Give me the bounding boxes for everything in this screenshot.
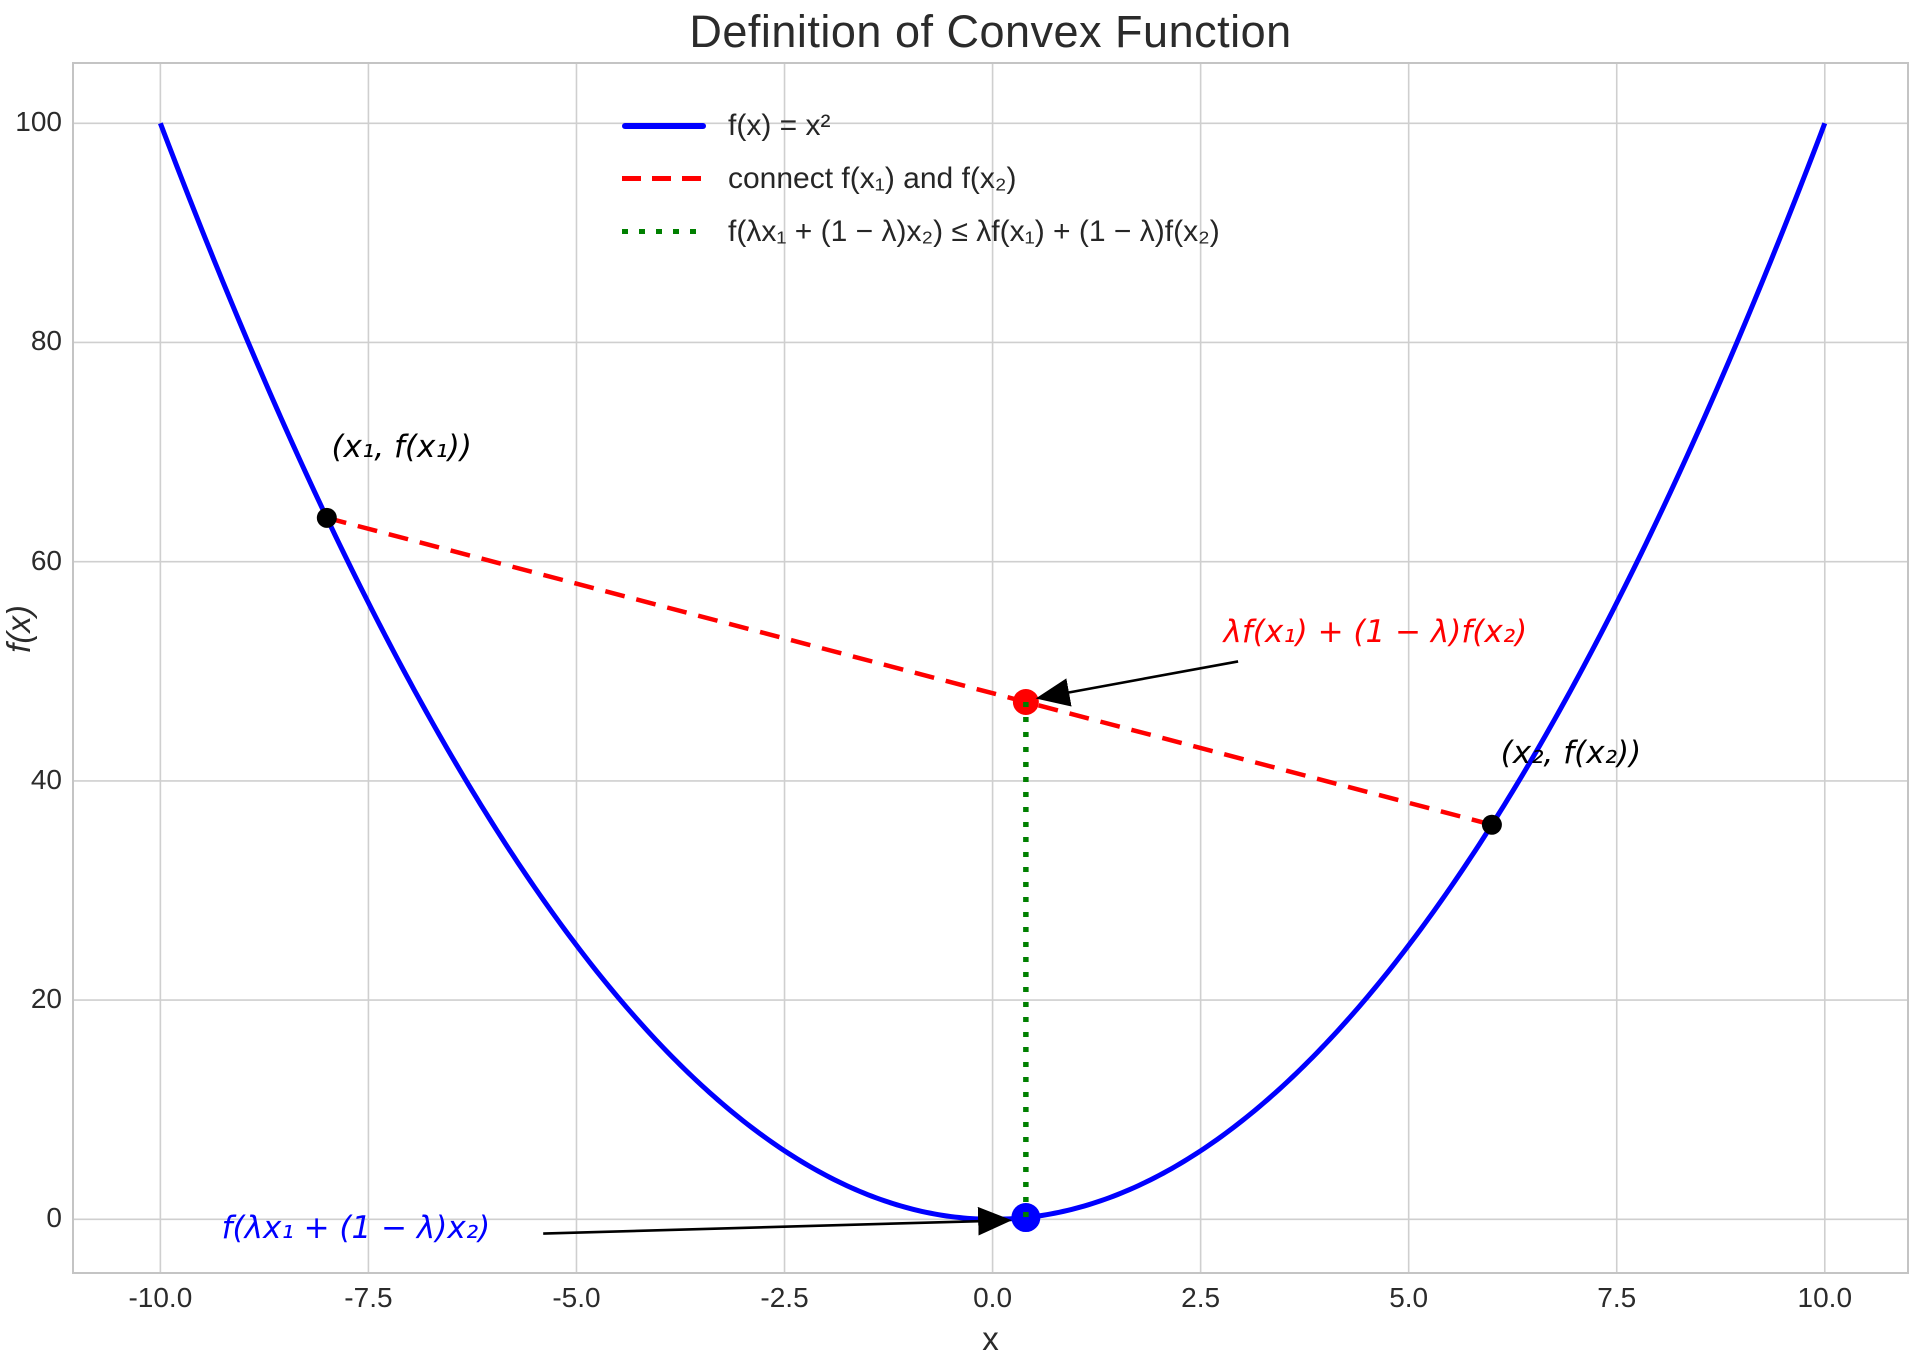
legend-label: f(x) = x² <box>728 108 831 142</box>
x-tick-label: 2.5 <box>1181 1282 1221 1313</box>
point-x2 <box>1481 814 1502 835</box>
x-tick-label: 0.0 <box>973 1282 1013 1313</box>
y-tick-label: 40 <box>30 763 62 795</box>
y-tick-label: 60 <box>30 544 62 576</box>
x-axis-label: x <box>982 1320 999 1357</box>
label-curve-value: f(λx₁ + (1 − λ)x₂) <box>221 1210 491 1247</box>
y-tick-label: 0 <box>46 1202 62 1234</box>
legend-line-dotted-icon <box>622 229 706 234</box>
x-tick-label: -5.0 <box>552 1282 601 1313</box>
legend-line-dashed-icon <box>622 176 706 181</box>
annotation-arrows <box>543 660 1239 1236</box>
y-tick-label: 80 <box>30 325 62 357</box>
x-tick-label: -10.0 <box>128 1282 193 1313</box>
x-tick-label: -2.5 <box>760 1282 809 1313</box>
point-x1 <box>316 507 337 528</box>
x-tick-label: 5.0 <box>1389 1282 1429 1313</box>
x-tick-label: 7.5 <box>1597 1282 1637 1313</box>
legend-item-inequality: f(λx₁ + (1 − λ)x₂) ≤ λf(x₁) + (1 − λ)f(x… <box>622 205 1220 258</box>
legend-label: f(λx₁ + (1 − λ)x₂) ≤ λf(x₁) + (1 − λ)f(x… <box>728 214 1220 248</box>
y-axis-label: f(x) <box>0 605 37 653</box>
legend-item-curve: f(x) = x² <box>622 99 1220 152</box>
legend: f(x) = x² connect f(x₁) and f(x₂) f(λx₁ … <box>622 99 1220 258</box>
legend-line-solid-icon <box>622 122 706 129</box>
x-tick-label: -7.5 <box>344 1282 393 1313</box>
legend-item-chord: connect f(x₁) and f(x₂) <box>622 152 1220 205</box>
data-points <box>316 507 1502 1233</box>
label-x1: (x₁, f(x₁)) <box>331 428 472 465</box>
y-tick-label: 100 <box>15 106 62 138</box>
label-x2: (x₂, f(x₂)) <box>1500 735 1642 772</box>
y-tick-label: 20 <box>30 983 62 1015</box>
label-chord-value: λf(x₁) + (1 − λ)f(x₂) <box>1223 613 1528 650</box>
point-curve <box>1011 1203 1041 1233</box>
chart-title: Definition of Convex Function <box>689 6 1292 57</box>
legend-label: connect f(x₁) and f(x₂) <box>728 161 1017 195</box>
x-tick-label: 10.0 <box>1797 1282 1853 1313</box>
